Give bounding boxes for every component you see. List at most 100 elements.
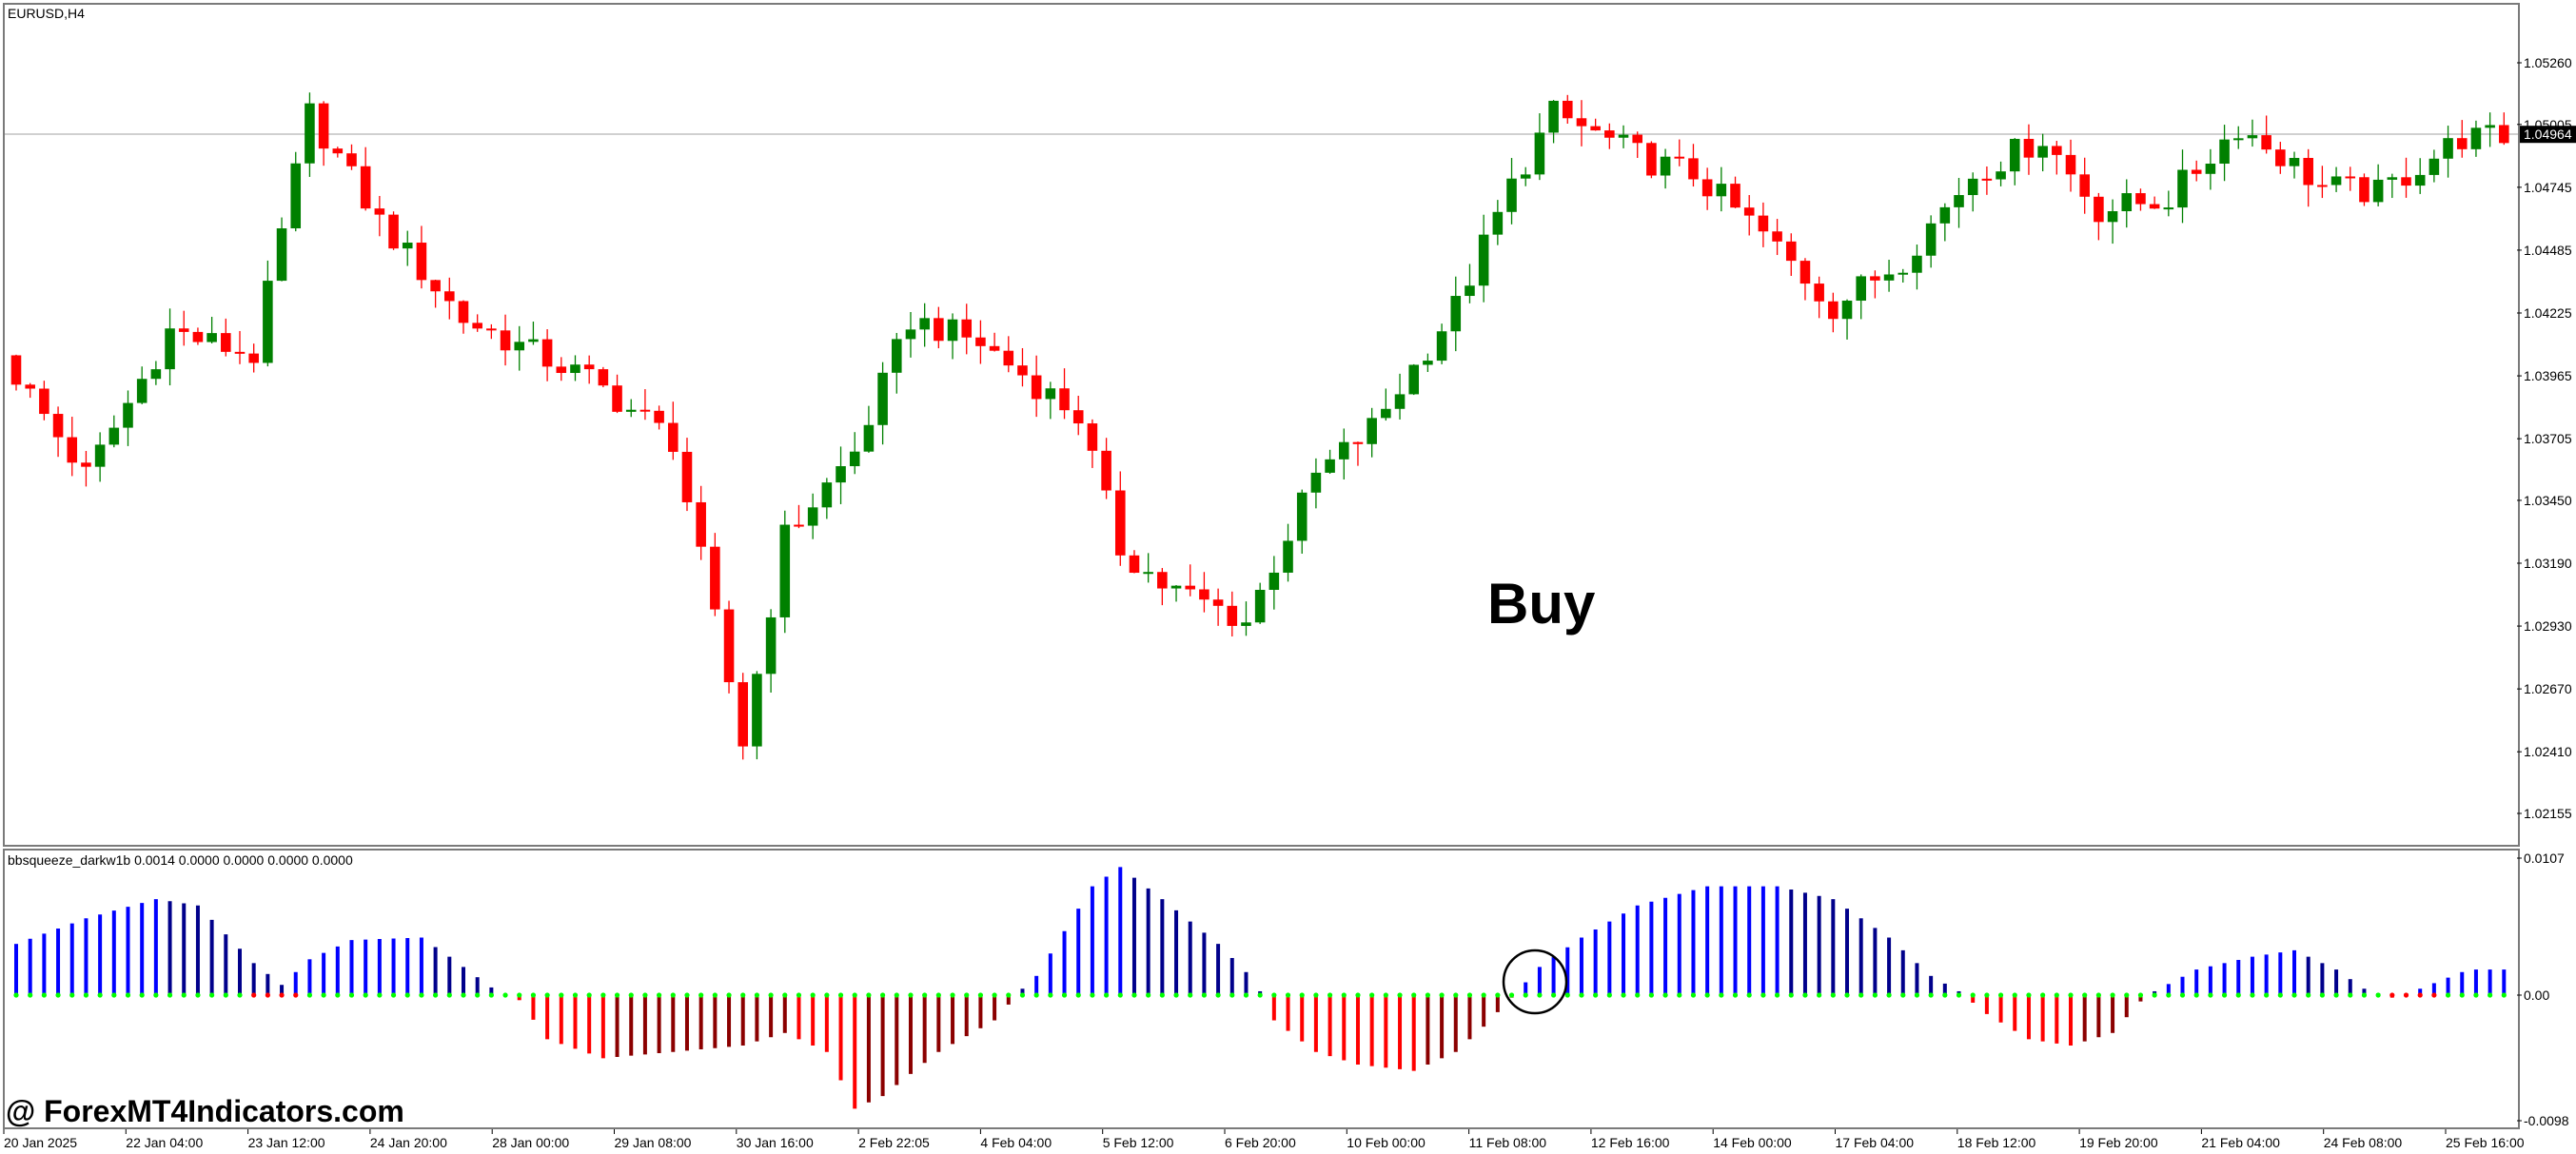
candle-body <box>975 337 986 346</box>
candle-body <box>2009 138 2020 172</box>
price-tick-label: 1.03450 <box>2524 493 2572 508</box>
squeeze-dot <box>279 992 285 998</box>
time-axis: 20 Jan 2025 22 Jan 04:00 23 Jan 12:00 24 Ja… <box>3 1129 2525 1150</box>
indicator-tick-label: 0.00 <box>2524 988 2549 1003</box>
time-tick-label: 6 Feb 20:00 <box>1225 1135 1296 1150</box>
candle-body <box>1548 100 1559 133</box>
indicator-pane[interactable] <box>3 849 2520 1129</box>
candle-body <box>2387 177 2398 180</box>
candle-body <box>639 409 651 412</box>
candle-body <box>1730 184 1740 208</box>
time-tick-label: 4 Feb 04:00 <box>980 1135 1052 1150</box>
candle-body <box>2429 158 2440 175</box>
candle-body <box>2121 193 2133 212</box>
squeeze-dot <box>1146 992 1151 998</box>
squeeze-dot <box>572 992 579 998</box>
squeeze-dot <box>2459 992 2465 998</box>
squeeze-dot <box>209 992 215 998</box>
candlestick-series <box>10 92 2509 760</box>
squeeze-dot <box>1593 992 1599 998</box>
candle-body <box>556 366 567 374</box>
squeeze-dot <box>782 992 788 998</box>
squeeze-dot <box>1704 992 1710 998</box>
candle-body <box>2205 164 2216 174</box>
candle-body <box>2261 135 2271 150</box>
candle-body <box>1408 364 1420 395</box>
candle-body <box>1352 441 1364 444</box>
candle-body <box>1227 605 1238 626</box>
squeeze-dot <box>2431 992 2437 998</box>
squeeze-dot <box>433 992 439 998</box>
squeeze-dot <box>1313 992 1319 998</box>
squeeze-dot <box>69 992 75 998</box>
candle-body <box>541 339 553 367</box>
squeeze-dot <box>1341 992 1347 998</box>
squeeze-dot <box>2333 992 2339 998</box>
squeeze-dot <box>1606 992 1612 998</box>
time-tick-label: 5 Feb 12:00 <box>1103 1135 1174 1150</box>
candle-body <box>1185 585 1196 590</box>
price-chart-pane[interactable] <box>3 3 2520 847</box>
current-price-tag <box>2520 126 2576 144</box>
candle-body <box>710 546 720 610</box>
candle-body <box>1967 178 1978 196</box>
candle-body <box>877 372 888 425</box>
candle-body <box>892 339 902 373</box>
candle-body <box>2037 146 2048 158</box>
squeeze-dot <box>2361 992 2368 998</box>
squeeze-dot <box>2179 992 2186 998</box>
squeeze-dot <box>2166 992 2172 998</box>
candle-body <box>752 674 762 747</box>
price-tick-label: 1.02930 <box>2524 618 2572 634</box>
candle-body <box>1716 184 1727 197</box>
squeeze-dot <box>1997 992 2004 998</box>
squeeze-dot <box>363 992 368 998</box>
squeeze-dot <box>419 992 424 998</box>
candle-body <box>1856 276 1866 302</box>
squeeze-dot <box>824 992 830 998</box>
squeeze-dot <box>125 992 131 998</box>
candle-body <box>1506 178 1517 212</box>
candle-body <box>123 402 133 428</box>
candle-body <box>2219 139 2230 165</box>
squeeze-dot <box>1215 992 1221 998</box>
time-tick-label: 12 Feb 16:00 <box>1591 1135 1670 1150</box>
candle-body <box>444 291 455 302</box>
candle-body <box>1996 171 2006 180</box>
candle-body <box>681 451 693 502</box>
squeeze-dot <box>1425 992 1431 998</box>
squeeze-dot <box>1886 992 1892 998</box>
squeeze-dot <box>1774 992 1780 998</box>
time-tick-label: 17 Feb 04:00 <box>1836 1135 1915 1150</box>
squeeze-dot <box>2348 992 2353 998</box>
candle-body <box>1828 301 1839 320</box>
squeeze-dot <box>544 992 550 998</box>
candle-body <box>1283 540 1293 573</box>
price-tick-label: 1.03705 <box>2524 431 2572 446</box>
candle-body <box>81 462 91 467</box>
candle-body <box>192 331 204 342</box>
candle-body <box>276 228 287 282</box>
candle-body <box>765 616 777 675</box>
price-tick-label: 1.02410 <box>2524 744 2572 759</box>
squeeze-dot <box>1229 992 1235 998</box>
candle-body <box>2499 125 2509 144</box>
squeeze-dot <box>1956 992 1962 998</box>
squeeze-dot <box>1788 992 1794 998</box>
candle-body <box>2330 176 2342 186</box>
candle-body <box>1576 118 1587 127</box>
squeeze-dot <box>517 992 522 998</box>
price-axis: 1.052601.050051.047451.044851.042251.039… <box>2517 55 2576 821</box>
squeeze-dot <box>2068 992 2074 998</box>
candle-body <box>1268 572 1280 590</box>
squeeze-dot <box>1369 992 1375 998</box>
candle-body <box>514 342 525 351</box>
squeeze-dot <box>852 992 857 998</box>
buy-annotation: Buy <box>1487 572 1596 636</box>
time-tick-label: 20 Jan 2025 <box>4 1135 77 1150</box>
squeeze-dot <box>1048 992 1053 998</box>
squeeze-dot <box>2235 992 2241 998</box>
candle-body <box>305 103 315 164</box>
candle-body <box>821 482 833 508</box>
